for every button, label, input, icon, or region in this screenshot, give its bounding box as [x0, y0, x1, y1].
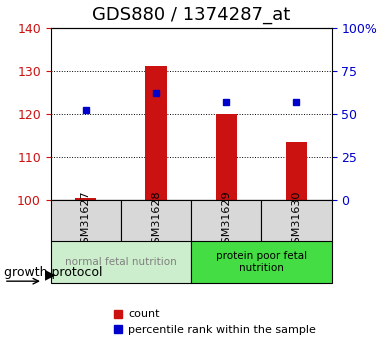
Text: normal fetal nutrition: normal fetal nutrition [65, 257, 177, 267]
FancyBboxPatch shape [261, 200, 332, 242]
Title: GDS880 / 1374287_at: GDS880 / 1374287_at [92, 6, 290, 23]
Text: growth protocol: growth protocol [4, 266, 103, 279]
FancyBboxPatch shape [191, 241, 332, 283]
Bar [286, 142, 307, 200]
Text: GSM31628: GSM31628 [151, 190, 161, 251]
Text: GSM31627: GSM31627 [81, 190, 91, 251]
Bar [75, 198, 96, 200]
Bar [216, 114, 237, 200]
Legend: count, percentile rank within the sample: count, percentile rank within the sample [108, 305, 321, 339]
Text: ▶: ▶ [45, 267, 55, 281]
FancyBboxPatch shape [51, 200, 121, 242]
FancyBboxPatch shape [51, 241, 191, 283]
FancyBboxPatch shape [121, 200, 191, 242]
Text: protein poor fetal
nutrition: protein poor fetal nutrition [216, 252, 307, 273]
FancyBboxPatch shape [191, 200, 261, 242]
Text: GSM31629: GSM31629 [221, 190, 231, 251]
Text: GSM31630: GSM31630 [291, 190, 301, 251]
Bar [145, 66, 167, 200]
